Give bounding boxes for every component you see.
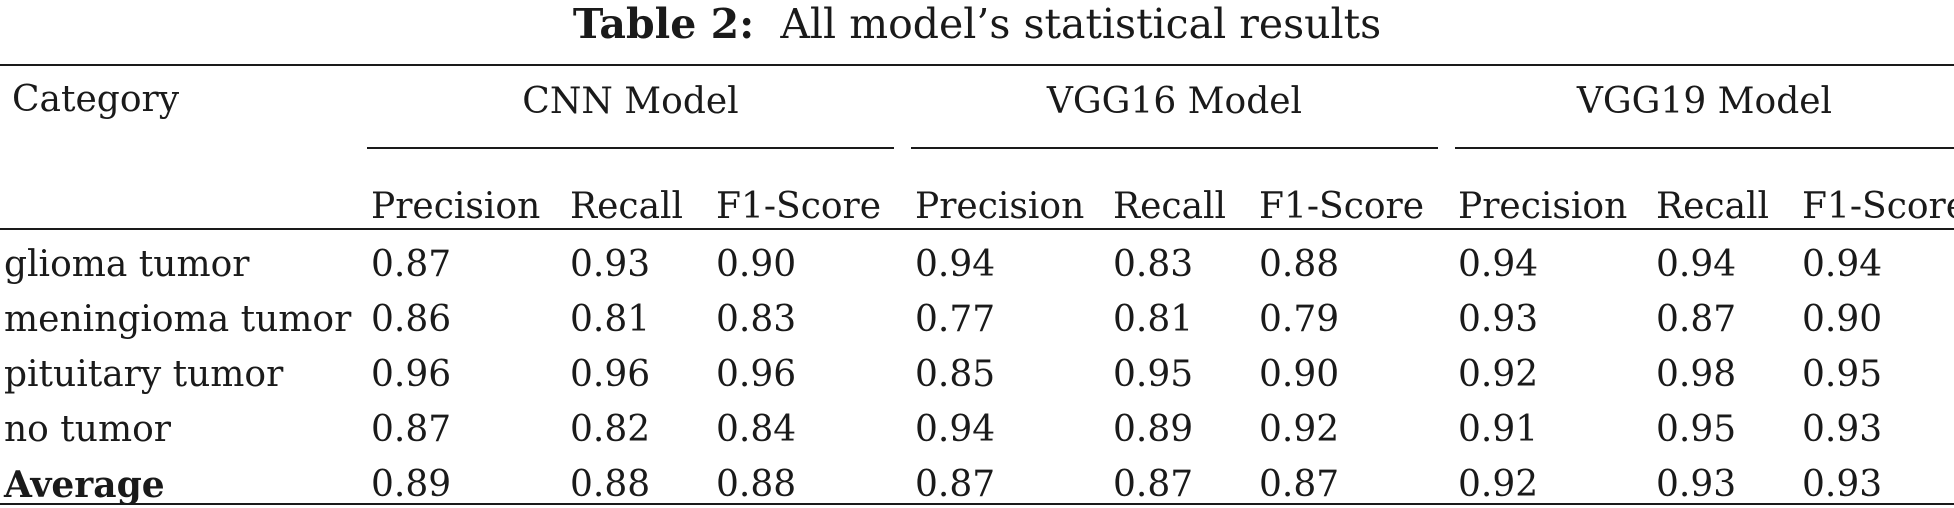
table-cell: 0.88	[570, 464, 651, 505]
group-rule-cnn	[367, 147, 894, 149]
group-header-cnn: CNN Model	[522, 81, 739, 122]
top-rule	[0, 64, 1954, 66]
table-caption: Table 2: All model’s statistical results	[0, 4, 1954, 45]
table-cell: 0.83	[716, 299, 797, 340]
table-cell: 0.94	[1802, 244, 1883, 285]
table-cell: 0.93	[570, 244, 651, 285]
table-cell: 0.87	[1656, 299, 1737, 340]
table-cell: 0.83	[1113, 244, 1194, 285]
table-cell: 0.94	[915, 409, 996, 450]
table-cell: 0.81	[570, 299, 651, 340]
table-cell: 0.77	[915, 299, 996, 340]
table-cell: 0.89	[371, 464, 452, 505]
metric-header-f1-score: F1-Score	[1802, 186, 1954, 227]
metric-header-recall: Recall	[570, 186, 684, 227]
table-cell: 0.95	[1802, 354, 1883, 395]
metric-header-precision: Precision	[1458, 186, 1628, 227]
table-cell: 0.87	[1259, 464, 1340, 505]
table-cell: 0.92	[1259, 409, 1340, 450]
metric-header-precision: Precision	[371, 186, 541, 227]
table-cell: 0.90	[716, 244, 797, 285]
table-cell: 0.94	[915, 244, 996, 285]
table-cell: 0.89	[1113, 409, 1194, 450]
metric-header-f1-score: F1-Score	[716, 186, 882, 227]
table-cell: 0.93	[1802, 464, 1883, 505]
row-label: meningioma tumor	[4, 299, 352, 340]
table-cell: 0.88	[716, 464, 797, 505]
row-label: no tumor	[4, 409, 171, 450]
table-cell: 0.87	[915, 464, 996, 505]
table-cell: 0.82	[570, 409, 651, 450]
table-cell: 0.87	[371, 244, 452, 285]
table-cell: 0.95	[1113, 354, 1194, 395]
metric-header-recall: Recall	[1656, 186, 1770, 227]
bottom-rule	[0, 503, 1954, 505]
table-cell: 0.88	[1259, 244, 1340, 285]
table-cell: 0.90	[1802, 299, 1883, 340]
table-cell: 0.79	[1259, 299, 1340, 340]
table-cell: 0.96	[716, 354, 797, 395]
table-cell: 0.96	[570, 354, 651, 395]
row-label: pituitary tumor	[4, 354, 284, 395]
table-cell: 0.87	[1113, 464, 1194, 505]
table-cell: 0.94	[1458, 244, 1539, 285]
category-header: Category	[12, 79, 180, 120]
table-cell: 0.86	[371, 299, 452, 340]
table-cell: 0.85	[915, 354, 996, 395]
table-cell: 0.98	[1656, 354, 1737, 395]
table-cell: 0.95	[1656, 409, 1737, 450]
table-caption-text: All model’s statistical results	[780, 0, 1382, 48]
group-rule-vgg16	[911, 147, 1438, 149]
table-cell: 0.94	[1656, 244, 1737, 285]
header-rule	[0, 228, 1954, 230]
table-cell: 0.93	[1656, 464, 1737, 505]
group-header-vgg19: VGG19 Model	[1576, 81, 1833, 122]
table-cell: 0.81	[1113, 299, 1194, 340]
table-cell: 0.93	[1458, 299, 1539, 340]
metric-header-f1-score: F1-Score	[1259, 186, 1425, 227]
table-cell: 0.90	[1259, 354, 1340, 395]
table-cell: 0.92	[1458, 464, 1539, 505]
metric-header-recall: Recall	[1113, 186, 1227, 227]
row-label: glioma tumor	[4, 244, 250, 285]
table-cell: 0.96	[371, 354, 452, 395]
table-cell: 0.93	[1802, 409, 1883, 450]
table-caption-label: Table 2:	[572, 0, 755, 48]
group-header-vgg16: VGG16 Model	[1046, 81, 1303, 122]
table-cell: 0.91	[1458, 409, 1539, 450]
metric-header-precision: Precision	[915, 186, 1085, 227]
row-label: Average	[4, 464, 165, 506]
table-cell: 0.84	[716, 409, 797, 450]
table-cell: 0.87	[371, 409, 452, 450]
group-rule-vgg19	[1455, 147, 1954, 149]
table-cell: 0.92	[1458, 354, 1539, 395]
